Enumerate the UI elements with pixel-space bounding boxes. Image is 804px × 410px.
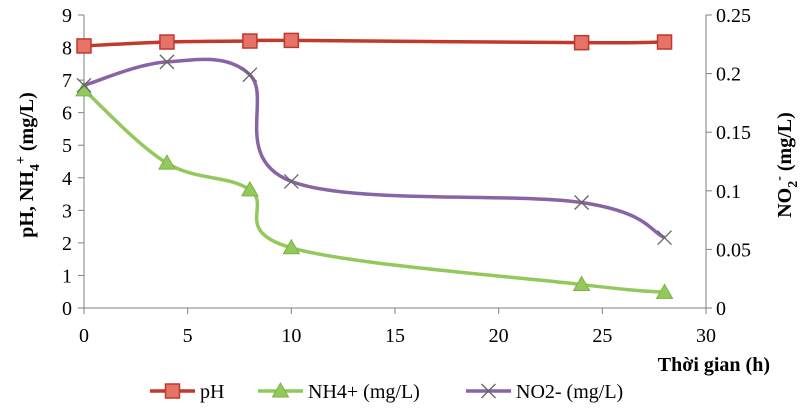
data-point bbox=[241, 180, 259, 197]
series-0 bbox=[76, 32, 673, 54]
y-left-tick-label: 4 bbox=[62, 168, 72, 190]
legend-item-2: NO2- (mg/L) bbox=[466, 381, 623, 403]
data-point bbox=[282, 238, 301, 255]
x-marker-stroke bbox=[283, 173, 299, 189]
series-2 bbox=[76, 54, 672, 246]
legend-item-1: NH4+ (mg/L) bbox=[258, 381, 420, 403]
chart-legend: pH NH4+ (mg/L) NO2- (mg/L) bbox=[150, 381, 623, 403]
y-right-tick-label: 0 bbox=[716, 298, 726, 320]
y-left-tick-label: 7 bbox=[62, 70, 72, 92]
data-point bbox=[283, 32, 300, 49]
y-right-tick-label: 0.1 bbox=[716, 181, 741, 203]
y-left-tick-label: 5 bbox=[62, 135, 72, 157]
series-line bbox=[82, 88, 665, 295]
data-point bbox=[574, 195, 590, 210]
data-point bbox=[76, 77, 92, 93]
y-axis-left-title-tail: (mg/L) bbox=[16, 92, 38, 156]
y-right-tick-label: 0.2 bbox=[716, 64, 741, 86]
data-point bbox=[573, 34, 590, 51]
legend-marker bbox=[164, 383, 181, 399]
data-point bbox=[159, 34, 175, 50]
x-tick-label: 5 bbox=[183, 325, 193, 347]
legend-marker bbox=[271, 381, 290, 398]
y-axis-right-title: NO2- (mg/L) bbox=[772, 112, 801, 218]
y-left-tick-label: 0 bbox=[62, 298, 72, 320]
y-right-tick-label: 0.25 bbox=[716, 5, 751, 27]
x-marker-stroke bbox=[242, 67, 258, 83]
y-axis-left-title: pH, NH4+ (mg/L) bbox=[14, 92, 43, 238]
legend-label: pH bbox=[200, 381, 224, 403]
x-marker-stroke bbox=[574, 195, 590, 210]
data-point bbox=[242, 33, 258, 49]
y-axis-right-title-sub: 2 bbox=[786, 181, 801, 188]
y-axis-right-title-sup: - bbox=[772, 176, 787, 181]
data-point bbox=[158, 154, 176, 170]
x-marker-stroke bbox=[657, 230, 672, 246]
x-marker-stroke bbox=[481, 383, 496, 399]
y-axis-left-title-main: pH, NH bbox=[16, 171, 38, 238]
y-left-tick-label: 3 bbox=[62, 200, 72, 222]
x-tick-label: 20 bbox=[489, 325, 509, 347]
y-right-tick-label: 0.15 bbox=[716, 122, 751, 144]
y-axis-left-title-sup: + bbox=[14, 156, 29, 164]
x-axis-title: Thời gian (h) bbox=[658, 354, 770, 376]
y-left-tick-label: 2 bbox=[62, 233, 72, 255]
y-axis-right-title-tail: (mg/L) bbox=[774, 112, 796, 176]
y-left-tick-label: 8 bbox=[62, 38, 72, 60]
x-marker-stroke bbox=[76, 77, 92, 93]
data-point bbox=[572, 275, 591, 292]
chart-axes: 0 5 10 15 20 25 30012345678900.050.10.150.20.2… bbox=[14, 5, 801, 376]
data-point bbox=[76, 38, 92, 54]
chart-series bbox=[75, 32, 674, 299]
y-axis-right-title-main: NO bbox=[774, 188, 796, 218]
data-point bbox=[283, 173, 299, 189]
data-point bbox=[656, 34, 673, 50]
x-tick-label: 25 bbox=[592, 325, 612, 347]
data-point bbox=[655, 283, 674, 299]
data-point bbox=[657, 230, 672, 246]
y-axis-left-title-sub: 4 bbox=[28, 164, 43, 171]
x-tick-label: 10 bbox=[281, 325, 301, 347]
legend-label: NH4+ (mg/L) bbox=[308, 381, 420, 403]
legend-item-0: pH bbox=[150, 381, 224, 403]
y-left-tick-label: 9 bbox=[62, 5, 72, 27]
x-tick-label: 0 bbox=[79, 325, 89, 347]
data-point bbox=[242, 67, 258, 83]
x-tick-label: 15 bbox=[385, 325, 405, 347]
x-marker-stroke bbox=[159, 54, 175, 70]
series-1 bbox=[75, 80, 674, 299]
legend-label: NO2- (mg/L) bbox=[516, 381, 623, 403]
series-line bbox=[83, 57, 666, 240]
y-left-tick-label: 6 bbox=[62, 103, 72, 125]
y-right-tick-label: 0.05 bbox=[716, 239, 751, 261]
data-point bbox=[159, 54, 175, 70]
x-tick-label: 30 bbox=[696, 325, 716, 347]
y-left-tick-label: 1 bbox=[62, 265, 72, 287]
legend-marker bbox=[481, 383, 496, 399]
